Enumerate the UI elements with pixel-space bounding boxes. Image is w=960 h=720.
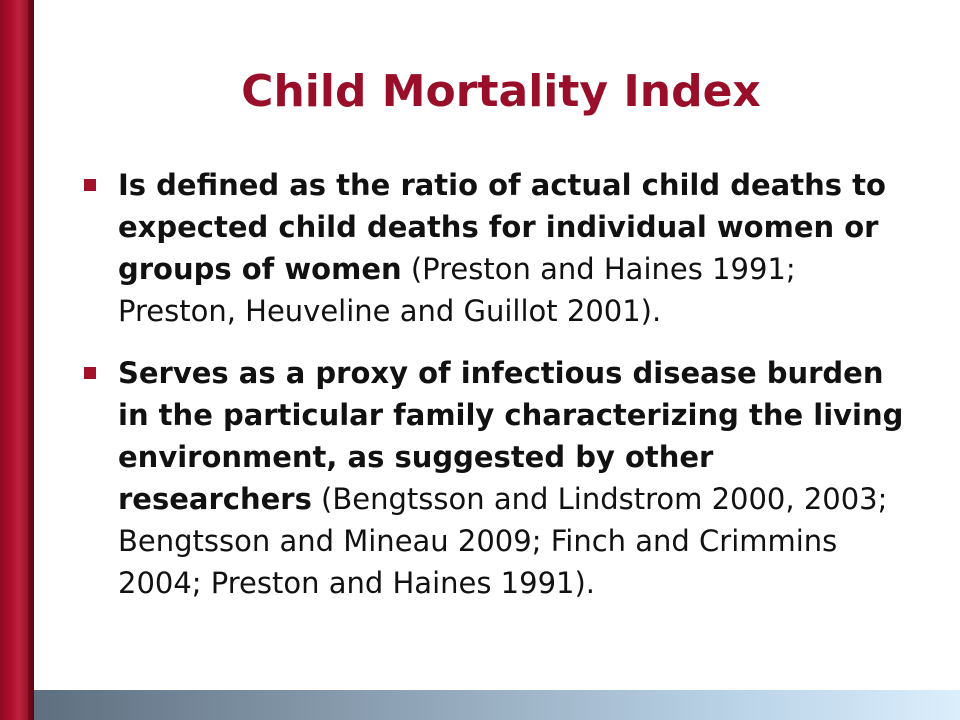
bullet-item-definition: Is defined as the ratio of actual child … <box>84 164 904 332</box>
bottom-gradient-bar <box>34 690 960 720</box>
square-bullet-icon <box>84 179 96 191</box>
bullet-item-proxy: Serves as a proxy of infectious disease … <box>84 352 904 604</box>
bullet-bold-text: Is defined as the ratio of actual child … <box>118 168 886 286</box>
bullet-citation-text: (Preston and Haines 1991; Preston, Heuve… <box>118 252 796 328</box>
slide-title: Child Mortality Index <box>241 66 761 117</box>
bullet-citation-text: (Bengtsson and Lindstrom 2000, 2003; Ben… <box>118 482 888 600</box>
square-bullet-icon <box>84 367 96 379</box>
left-accent-bar-edge <box>28 0 34 720</box>
bullet-bold-text: Serves as a proxy of infectious disease … <box>118 356 904 516</box>
bullet-list: Is defined as the ratio of actual child … <box>84 164 904 624</box>
